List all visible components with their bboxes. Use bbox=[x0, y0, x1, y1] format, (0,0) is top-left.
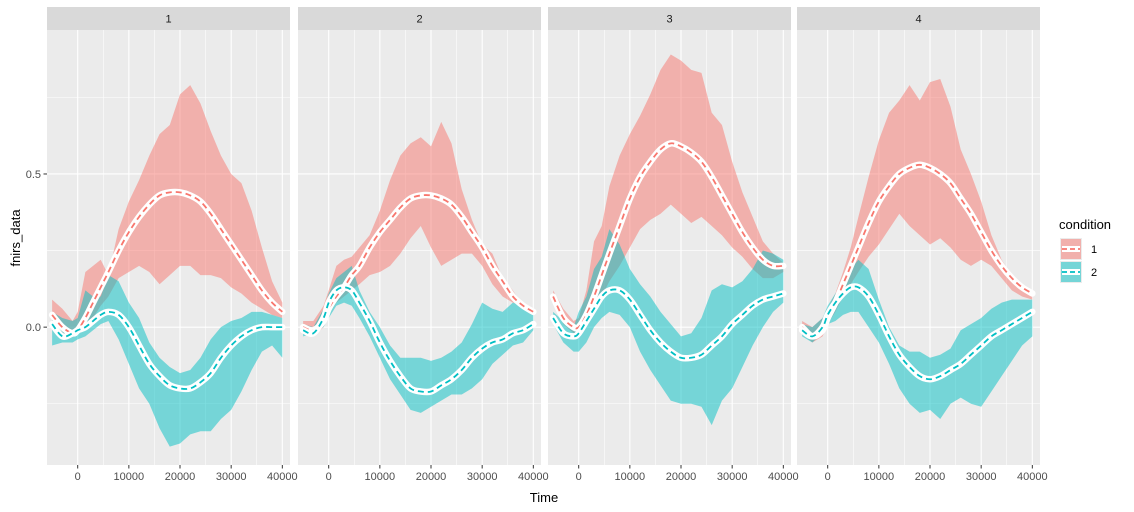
facet-strip bbox=[797, 7, 1040, 30]
x-tick-label: 30000 bbox=[966, 471, 997, 483]
x-tick-label: 20000 bbox=[666, 471, 697, 483]
facet-strip-label: 4 bbox=[915, 14, 921, 26]
ribbon-condition-1 bbox=[303, 121, 534, 337]
x-tick-label: 20000 bbox=[165, 471, 196, 483]
facet-panels: 1 0 10000 20000 30000 40000 0.0 0.5 2 0 10000 20000… bbox=[26, 7, 1048, 483]
x-tick-label: 40000 bbox=[1017, 471, 1048, 483]
facet-panel-3: 3 0 10000 20000 30000 40000 bbox=[548, 7, 799, 483]
legend-label: 1 bbox=[1091, 244, 1097, 256]
facet-strip bbox=[47, 7, 290, 30]
facet-strip bbox=[548, 7, 791, 30]
ribbon-condition-2 bbox=[553, 229, 784, 426]
facet-panel-1: 1 0 10000 20000 30000 40000 0.0 0.5 bbox=[26, 7, 298, 483]
x-tick-label: 30000 bbox=[467, 471, 498, 483]
y-tick-label: 0.5 bbox=[26, 169, 41, 181]
x-tick-label: 20000 bbox=[915, 471, 946, 483]
x-tick-label: 10000 bbox=[365, 471, 396, 483]
line-condition-2 bbox=[552, 288, 784, 360]
x-tick-label: 0 bbox=[75, 471, 81, 483]
x-tick-label: 30000 bbox=[717, 471, 748, 483]
y-tick-label: 0.0 bbox=[26, 322, 41, 334]
legend-item-2: 2 bbox=[1060, 261, 1097, 283]
facet-strip-label: 2 bbox=[416, 14, 422, 26]
x-tick-label: 0 bbox=[326, 471, 332, 483]
ribbon-condition-2 bbox=[52, 275, 283, 447]
line-condition-1 bbox=[552, 142, 784, 330]
x-tick-label: 0 bbox=[825, 471, 831, 483]
facet-strip-label: 1 bbox=[165, 14, 171, 26]
facet-panel-2: 2 0 10000 20000 30000 40000 bbox=[298, 7, 549, 483]
x-tick-label: 0 bbox=[576, 471, 582, 483]
legend: condition 1 2 bbox=[1059, 217, 1111, 283]
x-tick-label: 10000 bbox=[615, 471, 646, 483]
line-condition-2 bbox=[51, 310, 283, 390]
x-tick-label: 40000 bbox=[267, 471, 298, 483]
facet-panel-4: 4 0 10000 20000 30000 40000 bbox=[797, 7, 1048, 483]
x-axis-title: Time bbox=[530, 490, 558, 505]
y-axis-title: fnirs_data bbox=[8, 209, 23, 267]
line-condition-2 bbox=[302, 286, 534, 393]
x-tick-label: 40000 bbox=[518, 471, 549, 483]
legend-label: 2 bbox=[1091, 267, 1097, 279]
line-condition-1 bbox=[801, 163, 1033, 338]
x-tick-label: 40000 bbox=[768, 471, 799, 483]
x-tick-label: 30000 bbox=[216, 471, 247, 483]
x-tick-label: 10000 bbox=[864, 471, 895, 483]
facet-strip-label: 3 bbox=[666, 14, 672, 26]
line-condition-2 bbox=[801, 285, 1033, 381]
x-tick-label: 10000 bbox=[114, 471, 145, 483]
facet-strip bbox=[298, 7, 541, 30]
legend-item-1: 1 bbox=[1060, 238, 1097, 260]
ribbon-condition-2 bbox=[802, 259, 1033, 420]
ribbon-condition-1 bbox=[802, 79, 1033, 343]
x-tick-label: 20000 bbox=[416, 471, 447, 483]
line-condition-1 bbox=[302, 194, 534, 332]
line-condition-1 bbox=[51, 191, 283, 335]
legend-title: condition bbox=[1059, 217, 1111, 232]
